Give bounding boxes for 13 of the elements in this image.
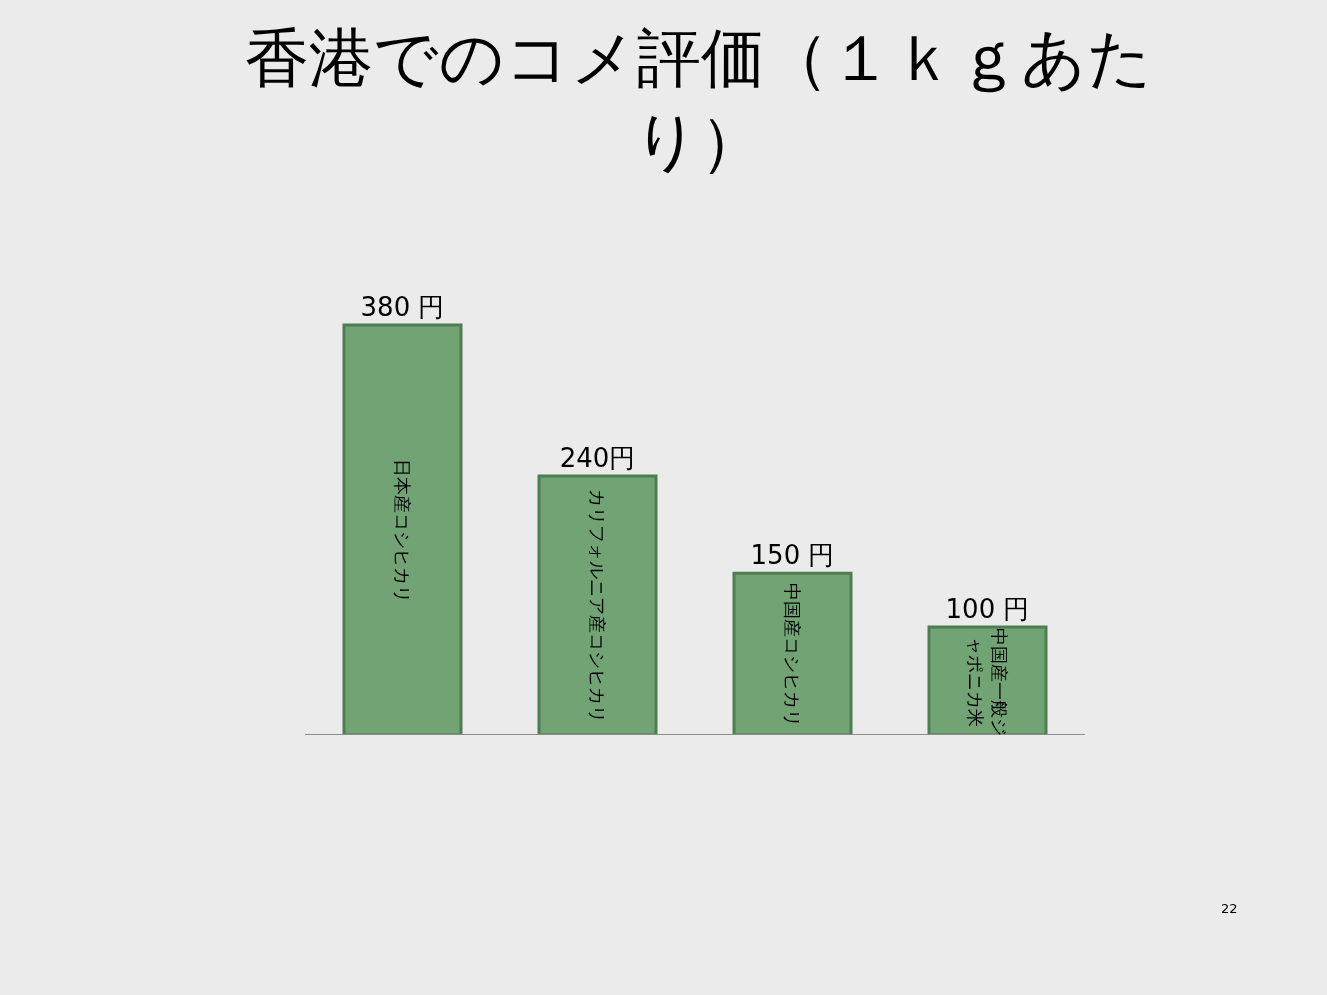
bar	[732, 571, 853, 735]
bar	[342, 323, 463, 735]
data-label: 240円	[559, 443, 636, 474]
x-tick-label: 日本産コシヒカリ	[391, 458, 413, 603]
data-label: 380 円	[360, 292, 445, 322]
data-label: 100 円	[945, 594, 1030, 625]
x-tick-label: 中国産コシヒカリ	[781, 582, 803, 727]
text: 22	[1221, 901, 1238, 916]
data-label: 150 円	[750, 540, 835, 571]
x-tick-label: カリフォルニア産コシヒカリ	[587, 489, 609, 724]
chart-title: 香港でのコメ評価（１ｋｇあたり）	[245, 20, 1154, 178]
x-tick-label: 中国産一般ジャポニカ米	[965, 627, 1010, 736]
bar	[537, 474, 658, 735]
